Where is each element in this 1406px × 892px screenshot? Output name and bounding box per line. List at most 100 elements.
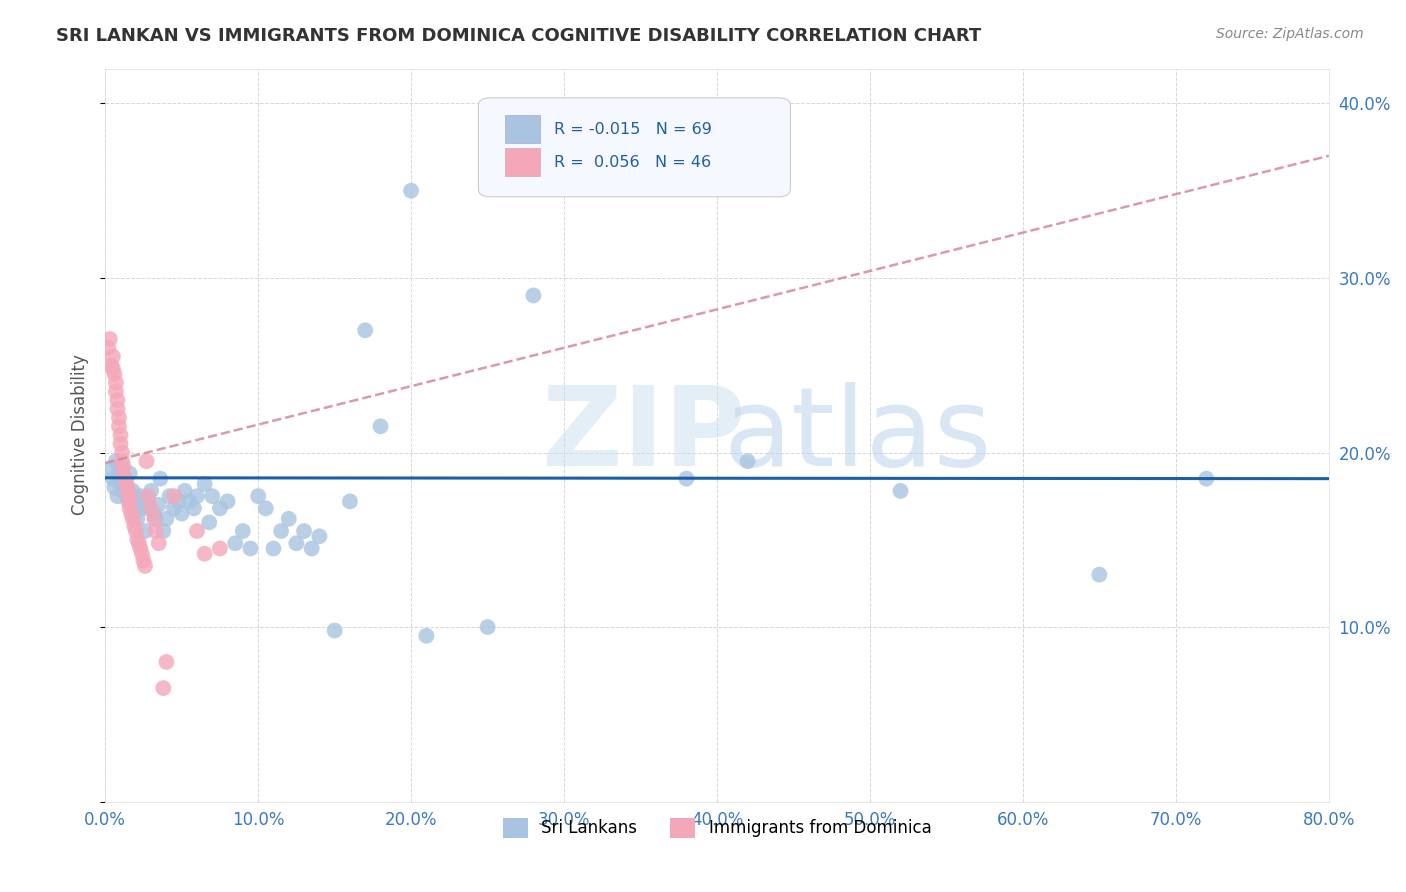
Point — [122, 507, 145, 521]
Point — [339, 494, 361, 508]
Point — [104, 384, 127, 399]
Point — [143, 507, 166, 521]
Point — [308, 529, 330, 543]
Point — [232, 524, 254, 538]
Point — [262, 541, 284, 556]
Point — [173, 483, 195, 498]
Point — [117, 494, 139, 508]
Point — [128, 536, 150, 550]
Legend: Sri Lankans, Immigrants from Dominica: Sri Lankans, Immigrants from Dominica — [496, 811, 938, 845]
Text: SRI LANKAN VS IMMIGRANTS FROM DOMINICA COGNITIVE DISABILITY CORRELATION CHART: SRI LANKAN VS IMMIGRANTS FROM DOMINICA C… — [56, 27, 981, 45]
Point — [108, 467, 131, 481]
Point — [145, 512, 167, 526]
Point — [117, 483, 139, 498]
Point — [247, 489, 270, 503]
Point — [103, 480, 125, 494]
Point — [98, 463, 121, 477]
Point — [117, 489, 139, 503]
FancyBboxPatch shape — [505, 148, 540, 177]
Point — [132, 501, 155, 516]
Point — [101, 472, 124, 486]
Point — [129, 541, 152, 556]
Point — [163, 489, 186, 503]
Point — [120, 507, 142, 521]
Point — [103, 367, 125, 381]
Point — [254, 501, 277, 516]
Text: atlas: atlas — [724, 382, 993, 489]
Text: R =  0.056   N = 46: R = 0.056 N = 46 — [554, 155, 711, 169]
Point — [128, 501, 150, 516]
Point — [101, 350, 124, 364]
Point — [100, 358, 122, 372]
Point — [111, 445, 134, 459]
Point — [186, 524, 208, 538]
Point — [145, 524, 167, 538]
Point — [125, 524, 148, 538]
Point — [115, 480, 138, 494]
Point — [97, 341, 120, 355]
Point — [170, 507, 193, 521]
Point — [477, 620, 499, 634]
Point — [120, 489, 142, 503]
Point — [127, 512, 149, 526]
Point — [129, 489, 152, 503]
Point — [163, 501, 186, 516]
Point — [118, 501, 141, 516]
Point — [101, 361, 124, 376]
Point — [270, 524, 292, 538]
Point — [1195, 472, 1218, 486]
Point — [118, 467, 141, 481]
Point — [98, 332, 121, 346]
Point — [136, 494, 159, 508]
Text: ZIP: ZIP — [541, 382, 745, 489]
Point — [112, 459, 135, 474]
Point — [110, 477, 132, 491]
Point — [121, 483, 143, 498]
Point — [217, 494, 239, 508]
Point — [155, 655, 177, 669]
Point — [208, 501, 231, 516]
Point — [201, 489, 224, 503]
Point — [143, 512, 166, 526]
Point — [110, 437, 132, 451]
Point — [104, 454, 127, 468]
Point — [399, 184, 422, 198]
Point — [522, 288, 544, 302]
Point — [370, 419, 392, 434]
Point — [111, 483, 134, 498]
Point — [239, 541, 262, 556]
Point — [118, 494, 141, 508]
Point — [179, 494, 201, 508]
Point — [127, 533, 149, 547]
Point — [110, 428, 132, 442]
FancyBboxPatch shape — [478, 98, 790, 197]
Point — [152, 524, 174, 538]
Point — [155, 512, 177, 526]
Point — [107, 401, 129, 416]
Y-axis label: Cognitive Disability: Cognitive Disability — [72, 355, 89, 516]
Point — [104, 376, 127, 390]
Point — [737, 454, 759, 468]
Point — [134, 558, 156, 573]
Point — [198, 516, 221, 530]
Point — [135, 454, 157, 468]
Point — [107, 393, 129, 408]
Point — [107, 489, 129, 503]
Point — [152, 681, 174, 695]
Point — [115, 477, 138, 491]
Point — [132, 554, 155, 568]
Point — [114, 475, 136, 490]
FancyBboxPatch shape — [505, 115, 540, 144]
Point — [292, 524, 315, 538]
Point — [194, 477, 217, 491]
Point — [134, 524, 156, 538]
Point — [112, 467, 135, 481]
Point — [125, 494, 148, 508]
Point — [136, 489, 159, 503]
Point — [110, 459, 132, 474]
Point — [277, 512, 299, 526]
Point — [149, 472, 172, 486]
Point — [139, 483, 162, 498]
Point — [121, 512, 143, 526]
Point — [111, 454, 134, 468]
